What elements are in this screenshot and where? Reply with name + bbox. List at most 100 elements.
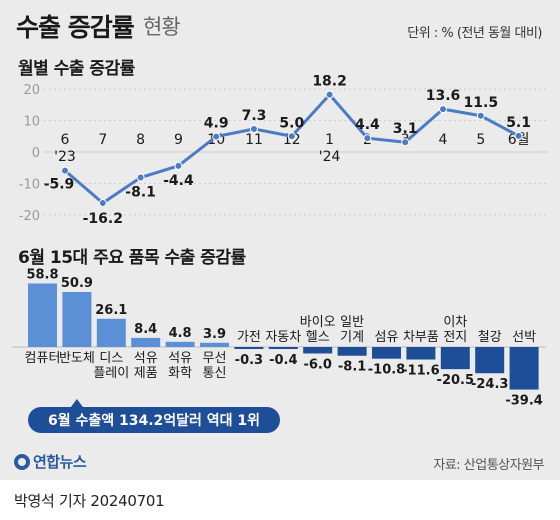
bar-chart-title: 6월 15대 주요 품목 수출 증감률 xyxy=(18,248,246,268)
category-label: 전지 xyxy=(443,330,467,345)
bar xyxy=(62,292,92,347)
category-label: 차부품 xyxy=(403,330,439,345)
category-label: 플레이 xyxy=(93,366,129,381)
yonhap-logo: 연합뉴스 xyxy=(14,451,87,472)
x-tick-label: 11 xyxy=(245,132,263,148)
x-tick-label: 7 xyxy=(98,132,107,148)
page-subtitle: 현황 xyxy=(143,15,181,39)
data-point xyxy=(439,105,447,114)
data-point xyxy=(212,132,221,141)
x-tick-label: 4 xyxy=(439,132,448,148)
bar-value-label: 26.1 xyxy=(95,303,127,318)
yonhap-logo-text: 연합뉴스 xyxy=(33,453,87,471)
y-tick-label: 10 xyxy=(23,115,40,130)
x-tick-label: 6월 xyxy=(508,132,530,148)
bar xyxy=(303,347,333,354)
data-label: -5.9 xyxy=(44,177,75,193)
byline: 박영석 기자 20240701 xyxy=(14,492,165,510)
line-chart-title: 월별 수출 증감률 xyxy=(18,59,135,79)
data-point xyxy=(287,132,296,141)
y-tick-label: 0 xyxy=(32,146,40,161)
category-label: 석유 xyxy=(134,351,158,366)
bar-value-label: -0.3 xyxy=(235,353,263,368)
category-label: 석유 xyxy=(168,351,192,366)
bar xyxy=(337,347,367,356)
category-label: 디스 xyxy=(99,351,123,366)
category-label: 기계 xyxy=(340,330,364,345)
x-tick-label: 5 xyxy=(476,132,485,148)
bar-value-label: 4.8 xyxy=(169,326,192,341)
annotation-badge xyxy=(28,407,280,433)
y-tick-label: -10 xyxy=(19,178,40,193)
bar xyxy=(200,342,229,347)
bar-value-label: 8.4 xyxy=(134,322,157,337)
bar xyxy=(28,283,57,347)
bar xyxy=(131,337,161,347)
bar-value-label: -11.6 xyxy=(402,364,439,379)
bar-value-label: 50.9 xyxy=(61,276,93,291)
data-label: -16.2 xyxy=(83,211,123,227)
category-label: 제품 xyxy=(134,366,158,381)
bar xyxy=(165,341,195,347)
data-point xyxy=(136,173,145,182)
data-point xyxy=(174,161,183,170)
bar-value-label: -0.4 xyxy=(269,353,297,368)
data-label: -8.1 xyxy=(125,185,156,201)
x-year-label: '23 xyxy=(54,149,76,165)
data-label: -4.4 xyxy=(163,173,194,189)
category-label: 화학 xyxy=(168,366,192,381)
category-label: 선박 xyxy=(512,330,536,345)
annotation-text: 6월 수출액 134.2억달러 역대 1위 xyxy=(48,412,260,429)
data-label: 7.3 xyxy=(242,108,267,124)
bar xyxy=(440,347,470,370)
bar xyxy=(509,347,539,390)
x-tick-label: 6 xyxy=(61,132,70,148)
y-tick-label: 20 xyxy=(23,83,40,98)
data-label: 5.1 xyxy=(506,115,531,131)
source-note: 자료: 산업통상자원부 xyxy=(433,458,544,473)
data-label: 3.1 xyxy=(393,121,418,137)
bar xyxy=(234,347,264,349)
category-label: 바이오 xyxy=(300,315,336,330)
bar xyxy=(406,347,436,360)
category-label: 자동차 xyxy=(265,330,301,345)
bar-value-label: -39.4 xyxy=(505,394,542,409)
bar-value-label: 58.8 xyxy=(26,267,58,282)
bar-value-label: -20.5 xyxy=(437,373,474,388)
x-tick-label: 8 xyxy=(136,132,145,148)
bar-value-label: -8.1 xyxy=(338,360,366,375)
bar xyxy=(268,347,298,349)
data-point xyxy=(325,90,334,99)
x-year-label: '24 xyxy=(319,149,341,165)
category-label: 헬스 xyxy=(306,330,330,345)
category-label: 무선 xyxy=(203,351,227,366)
monthly-export-line-chart: 20100-10-206789101112123456월'23'24-5.9-1… xyxy=(19,74,548,227)
category-label: 반도체 xyxy=(59,351,95,366)
data-label: 4.4 xyxy=(355,117,380,133)
bar xyxy=(475,347,505,374)
category-label: 철강 xyxy=(478,330,502,345)
bar xyxy=(96,318,126,347)
unit-note: 단위 : % (전년 동월 대비) xyxy=(407,26,542,41)
yonhap-logo-icon xyxy=(14,453,30,470)
data-label: 5.0 xyxy=(279,115,304,131)
infographic-panel xyxy=(0,0,560,480)
data-point xyxy=(401,138,410,147)
x-tick-label: 1 xyxy=(325,132,334,148)
category-label: 통신 xyxy=(203,366,227,381)
bar-value-label: -10.8 xyxy=(368,363,405,378)
category-label: 섬유 xyxy=(375,330,399,345)
annotation-pointer xyxy=(70,399,83,407)
bar-value-label: -6.0 xyxy=(303,357,331,372)
bar xyxy=(372,347,401,359)
category-label: 컴퓨터 xyxy=(25,351,61,366)
data-label: 4.9 xyxy=(204,116,229,132)
data-point xyxy=(476,111,485,120)
x-tick-label: 9 xyxy=(174,132,183,148)
category-label: 가전 xyxy=(237,330,261,345)
data-point xyxy=(514,131,523,140)
y-tick-label: -20 xyxy=(19,209,40,224)
data-point xyxy=(250,125,258,134)
